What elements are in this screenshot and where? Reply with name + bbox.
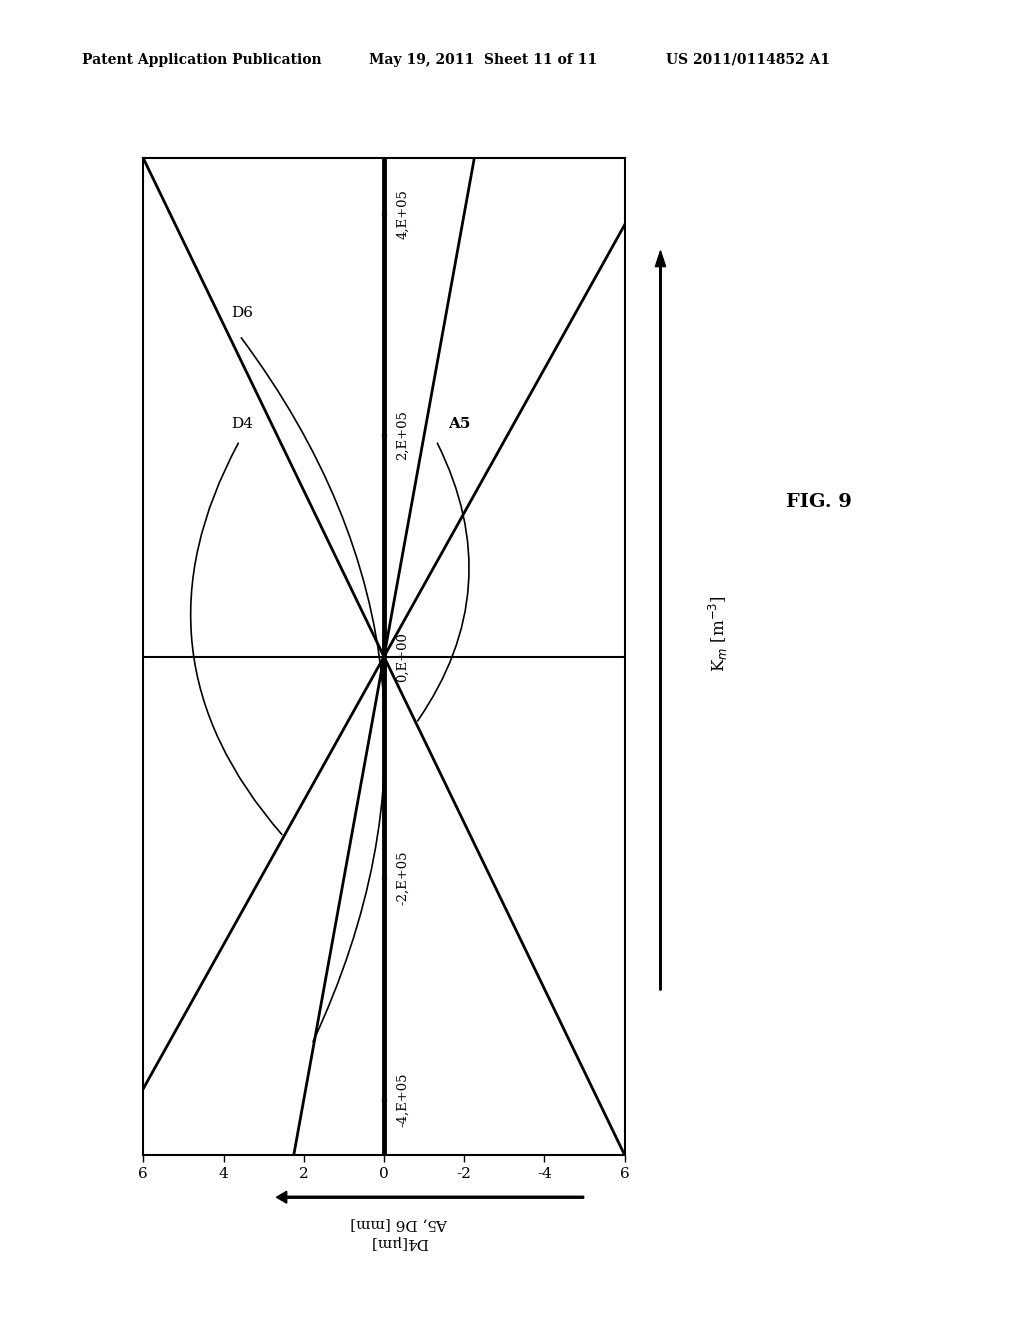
Text: 0,E+00: 0,E+00: [396, 632, 409, 681]
Text: Patent Application Publication: Patent Application Publication: [82, 53, 322, 67]
Text: D4: D4: [231, 417, 254, 432]
Text: D4[μm]: D4[μm]: [371, 1236, 428, 1249]
Text: A5, D6 [mm]: A5, D6 [mm]: [350, 1217, 449, 1230]
Text: US 2011/0114852 A1: US 2011/0114852 A1: [666, 53, 829, 67]
Text: A5: A5: [449, 417, 471, 432]
Text: D6: D6: [231, 306, 254, 321]
Text: FIG. 9: FIG. 9: [786, 492, 852, 511]
Text: -2,E+05: -2,E+05: [396, 851, 409, 906]
Text: -4,E+05: -4,E+05: [396, 1072, 409, 1127]
Text: K$_m$ [m$^{-3}$]: K$_m$ [m$^{-3}$]: [707, 595, 730, 672]
Text: May 19, 2011  Sheet 11 of 11: May 19, 2011 Sheet 11 of 11: [369, 53, 597, 67]
Text: 4,E+05: 4,E+05: [396, 189, 409, 239]
Text: 2,E+05: 2,E+05: [396, 411, 409, 461]
